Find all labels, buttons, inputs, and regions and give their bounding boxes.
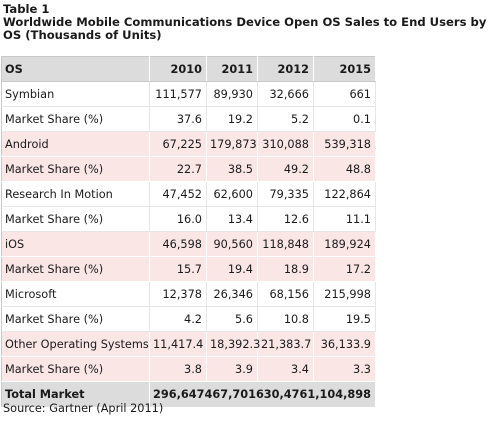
table-title: Worldwide Mobile Communications Device O… xyxy=(3,15,487,42)
value-2015-cell: 215,998 xyxy=(313,281,376,307)
header-2015: 2015 xyxy=(313,56,376,82)
value-2010-cell: 11,417.4 xyxy=(149,331,207,357)
value-2011-cell: 19.2 xyxy=(206,106,258,132)
table-row: iOS 46,598 90,560 118,848 189,924 xyxy=(1,231,376,257)
table-row: Market Share (%) 4.2 5.6 10.8 19.5 xyxy=(1,306,376,332)
value-2011-cell: 19.4 xyxy=(206,256,258,282)
value-2015-cell: 3.3 xyxy=(313,356,376,382)
value-2012-cell: 32,666 xyxy=(257,81,314,107)
value-2012-cell: 68,156 xyxy=(257,281,314,307)
value-2012-cell: 12.6 xyxy=(257,206,314,232)
value-2015-cell: 48.8 xyxy=(313,156,376,182)
os-name-cell: Other Operating Systems xyxy=(1,331,150,357)
value-2011-cell: 179,873 xyxy=(206,131,258,157)
value-2015-cell: 11.1 xyxy=(313,206,376,232)
header-os: OS xyxy=(1,56,150,82)
value-2010-cell: 111,577 xyxy=(149,81,207,107)
table-caption: Table 1 Worldwide Mobile Communications … xyxy=(3,3,498,42)
value-2010-cell: 22.7 xyxy=(149,156,207,182)
os-name-cell: Market Share (%) xyxy=(1,156,150,182)
value-2012-cell: 5.2 xyxy=(257,106,314,132)
value-2012-cell: 79,335 xyxy=(257,181,314,207)
value-2010-cell: 15.7 xyxy=(149,256,207,282)
value-2015-cell: 0.1 xyxy=(313,106,376,132)
table-label: Table 1 xyxy=(3,2,50,16)
os-name-cell: Market Share (%) xyxy=(1,206,150,232)
value-2011-cell: 26,346 xyxy=(206,281,258,307)
os-name-cell: Research In Motion xyxy=(1,181,150,207)
table-row: Microsoft 12,378 26,346 68,156 215,998 xyxy=(1,281,376,307)
value-2012-cell: 18.9 xyxy=(257,256,314,282)
os-name-cell: Market Share (%) xyxy=(1,256,150,282)
sales-table: OS 2010 2011 2012 2015 Symbian 111,577 8… xyxy=(1,56,376,408)
total-row: Total Market 296,647467,701630,4761,104,… xyxy=(1,381,376,408)
value-2015-cell: 539,318 xyxy=(313,131,376,157)
value-2015-cell: 661 xyxy=(313,81,376,107)
table-row: Market Share (%) 15.7 19.4 18.9 17.2 xyxy=(1,256,376,282)
header-2010: 2010 xyxy=(149,56,207,82)
value-2015-cell: 189,924 xyxy=(313,231,376,257)
value-2015-cell: 122,864 xyxy=(313,181,376,207)
os-name-cell: Market Share (%) xyxy=(1,306,150,332)
value-2012-cell: 118,848 xyxy=(257,231,314,257)
value-2015-cell: 17.2 xyxy=(313,256,376,282)
value-2015-cell: 36,133.9 xyxy=(313,331,376,357)
os-name-cell: Android xyxy=(1,131,150,157)
header-row: OS 2010 2011 2012 2015 xyxy=(1,56,376,82)
value-2011-cell: 13.4 xyxy=(206,206,258,232)
value-2011-cell: 3.9 xyxy=(206,356,258,382)
os-name-cell: Market Share (%) xyxy=(1,356,150,382)
os-name-cell: Market Share (%) xyxy=(1,106,150,132)
value-2010-cell: 12,378 xyxy=(149,281,207,307)
value-2012-cell: 10.8 xyxy=(257,306,314,332)
table-row: Market Share (%) 16.0 13.4 12.6 11.1 xyxy=(1,206,376,232)
value-2012-cell: 49.2 xyxy=(257,156,314,182)
value-2011-cell: 18,392.3 xyxy=(206,331,260,357)
value-2012-cell: 310,088 xyxy=(257,131,314,157)
value-2011-cell: 89,930 xyxy=(206,81,258,107)
value-2010-cell: 47,452 xyxy=(149,181,207,207)
table-row: Other Operating Systems 11,417.4 18,392.… xyxy=(1,331,376,357)
value-2011-cell: 62,600 xyxy=(206,181,258,207)
table-row: Market Share (%) 37.6 19.2 5.2 0.1 xyxy=(1,106,376,132)
value-2010-cell: 16.0 xyxy=(149,206,207,232)
value-2011-cell: 90,560 xyxy=(206,231,258,257)
header-2011: 2011 xyxy=(206,56,258,82)
table-row: Android 67,225 179,873 310,088 539,318 xyxy=(1,131,376,157)
value-2011-cell: 5.6 xyxy=(206,306,258,332)
table-row: Symbian 111,577 89,930 32,666 661 xyxy=(1,81,376,107)
total-values: 296,647467,701630,4761,104,898 xyxy=(149,381,376,408)
os-name-cell: Symbian xyxy=(1,81,150,107)
source-note: Source: Gartner (April 2011) xyxy=(3,402,164,415)
header-2012: 2012 xyxy=(257,56,314,82)
value-2010-cell: 46,598 xyxy=(149,231,207,257)
value-2015-cell: 19.5 xyxy=(313,306,376,332)
value-2012-cell: 21,383.7 xyxy=(257,331,314,357)
value-2010-cell: 37.6 xyxy=(149,106,207,132)
value-2010-cell: 67,225 xyxy=(149,131,207,157)
table-row: Market Share (%) 3.8 3.9 3.4 3.3 xyxy=(1,356,376,382)
table-row: Research In Motion 47,452 62,600 79,335 … xyxy=(1,181,376,207)
os-name-cell: iOS xyxy=(1,231,150,257)
value-2010-cell: 4.2 xyxy=(149,306,207,332)
table-row: Market Share (%) 22.7 38.5 49.2 48.8 xyxy=(1,156,376,182)
total-label: Total Market xyxy=(1,381,150,408)
value-2011-cell: 38.5 xyxy=(206,156,258,182)
value-2010-cell: 3.8 xyxy=(149,356,207,382)
value-2012-cell: 3.4 xyxy=(257,356,314,382)
os-name-cell: Microsoft xyxy=(1,281,150,307)
